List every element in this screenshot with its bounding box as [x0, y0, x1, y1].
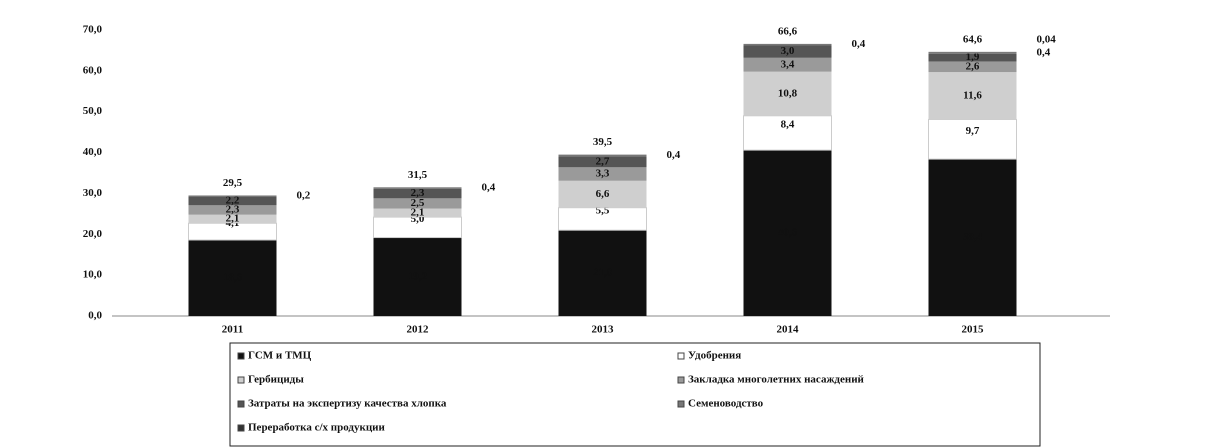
legend-swatch [237, 352, 245, 360]
bar-segment [558, 230, 647, 316]
value-label: 18,6 [223, 272, 243, 284]
value-label: 3,3 [596, 168, 610, 180]
total-label: 66,6 [778, 25, 798, 37]
y-tick-label: 70,0 [83, 24, 103, 36]
bar-segment [743, 45, 832, 58]
legend-label: ГСМ и ТМЦ [248, 350, 312, 362]
y-tick-label: 10,0 [83, 269, 103, 281]
legend-swatch [237, 400, 245, 408]
bar-segment [928, 159, 1017, 316]
bar-segment [188, 196, 277, 206]
bar-segment [373, 208, 462, 218]
value-label: 40,6 [778, 227, 798, 239]
value-label: 1,9 [966, 51, 980, 63]
value-label: 19,2 [408, 270, 428, 282]
value-label: 3,0 [781, 45, 795, 57]
value-label: 8,4 [781, 118, 795, 130]
bar-segment [743, 57, 832, 72]
x-tick-label: 2011 [222, 324, 243, 336]
y-tick-label: 50,0 [83, 105, 103, 117]
legend-swatch [677, 376, 685, 384]
x-tick-label: 2015 [962, 324, 985, 336]
value-label: 2,1 [411, 206, 425, 218]
value-label: 2,6 [966, 60, 980, 72]
bar-segment [373, 237, 462, 316]
legend-label: Удобрения [688, 350, 741, 362]
bar-segment [743, 150, 832, 316]
value-label: 6,6 [596, 188, 610, 200]
bar-segment [743, 43, 832, 46]
bar-segment [188, 205, 277, 215]
legend-label: Закладка многолетних насаждений [688, 374, 865, 386]
y-tick-label: 60,0 [83, 64, 103, 76]
value-label: 2,2 [226, 194, 240, 206]
bar-segment [373, 188, 462, 199]
value-label: 0,2 [297, 189, 311, 201]
value-label: 2,3 [411, 187, 425, 199]
legend-swatch [237, 376, 245, 384]
bar-segment [928, 52, 1017, 54]
value-label: 3,4 [781, 58, 795, 70]
value-label: 2,5 [411, 197, 425, 209]
value-label: 0,4 [482, 182, 496, 194]
y-tick-label: 0,0 [88, 310, 102, 322]
value-label: 2,1 [226, 212, 240, 224]
value-label: 0,04 [1037, 33, 1057, 45]
bar-segment [188, 240, 277, 316]
legend-swatch [237, 424, 245, 432]
bar-segment [928, 53, 1017, 62]
legend-label: Гербициды [248, 374, 304, 386]
legend-box [229, 342, 1041, 447]
bar-segment [558, 180, 647, 208]
x-tick-label: 2012 [407, 324, 430, 336]
bar-segment [928, 61, 1017, 73]
value-label: 38,4 [963, 231, 983, 243]
legend-label: Затраты на экспертизу качества хлопка [248, 398, 447, 410]
bar-segment [928, 72, 1017, 120]
total-label: 31,5 [408, 169, 428, 181]
y-tick-label: 30,0 [83, 187, 103, 199]
legend-swatch [677, 352, 685, 360]
bar-segment [558, 154, 647, 157]
value-label: 2,3 [226, 204, 240, 216]
total-label: 39,5 [593, 136, 613, 148]
bar-segment [373, 187, 462, 189]
legend-swatch [677, 400, 685, 408]
x-tick-label: 2014 [777, 324, 800, 336]
y-tick-label: 40,0 [83, 146, 103, 158]
value-label: 2,7 [596, 155, 610, 167]
bar-segment [558, 167, 647, 181]
bar-segment [188, 195, 277, 197]
bar-segment [373, 198, 462, 209]
bar-segment [743, 71, 832, 116]
value-label: 21,0 [593, 267, 613, 279]
total-label: 64,6 [963, 34, 983, 46]
bar-segment [558, 156, 647, 168]
x-tick-label: 2013 [592, 324, 615, 336]
legend-label: Переработка с/х продукции [248, 422, 385, 434]
legend-label: Семеноводство [688, 398, 764, 410]
value-label: 10,8 [778, 87, 798, 99]
value-label: 0,4 [667, 149, 681, 161]
value-label: 0,4 [1037, 46, 1051, 58]
bar-segment [188, 214, 277, 224]
value-label: 9,7 [966, 125, 980, 137]
value-label: 11,6 [963, 89, 982, 101]
value-label: 0,4 [852, 38, 866, 50]
y-tick-label: 20,0 [83, 228, 103, 240]
total-label: 29,5 [223, 177, 243, 189]
